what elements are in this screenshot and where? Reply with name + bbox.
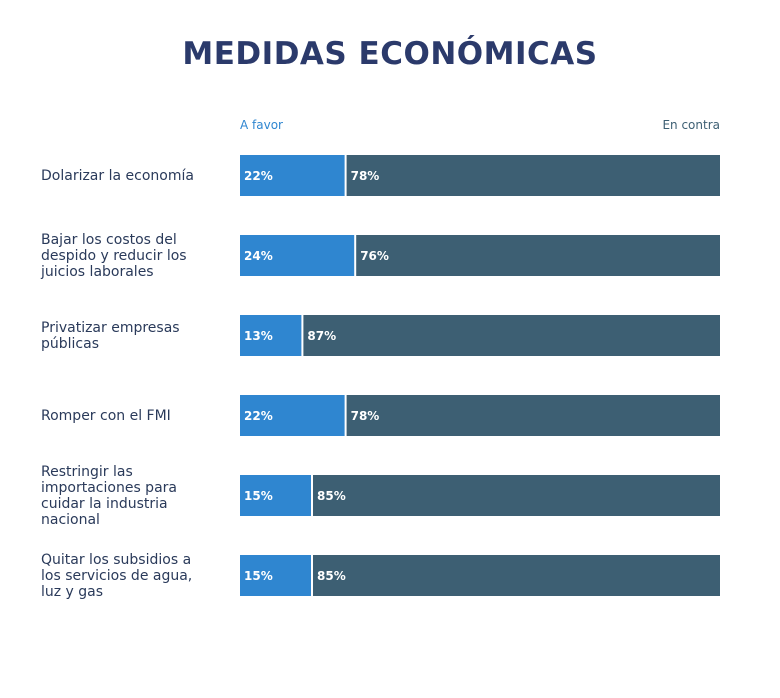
data-label: 22% (244, 169, 273, 183)
data-label: 76% (360, 249, 389, 263)
bar-segment (240, 395, 345, 436)
data-label: 87% (307, 329, 336, 343)
y-tick-label: Dolarizar la economía (41, 167, 194, 184)
y-tick-label: Bajar los costos del despido y reducir l… (41, 231, 187, 280)
bar-segment (346, 395, 720, 436)
chart-title: MEDIDAS ECONÓMICAS (182, 36, 598, 72)
bar-segment (240, 555, 311, 596)
y-tick-label: Privatizar empresas públicas (41, 319, 180, 352)
bar-segment (240, 155, 345, 196)
legend-entry: En contra (662, 118, 720, 132)
data-label: 78% (351, 169, 380, 183)
y-tick-label: Romper con el FMI (41, 407, 171, 424)
bar-segment (303, 315, 720, 356)
data-label: 85% (317, 489, 346, 503)
data-label: 24% (244, 249, 273, 263)
bar-segment (313, 475, 720, 516)
data-label: 78% (351, 409, 380, 423)
data-label: 15% (244, 569, 273, 583)
bar-segment (240, 475, 311, 516)
data-label: 13% (244, 329, 273, 343)
bar-segment (240, 315, 302, 356)
legend-entry: A favor (240, 118, 283, 132)
bar-segment (356, 235, 720, 276)
data-label: 22% (244, 409, 273, 423)
data-label: 85% (317, 569, 346, 583)
bar-segment (240, 235, 355, 276)
y-tick-label: Quitar los subsidios a los servicios de … (41, 551, 193, 600)
data-label: 15% (244, 489, 273, 503)
bar-segment (346, 155, 720, 196)
y-tick-label: Restringir las importaciones para cuidar… (41, 463, 177, 528)
bar-segment (313, 555, 720, 596)
